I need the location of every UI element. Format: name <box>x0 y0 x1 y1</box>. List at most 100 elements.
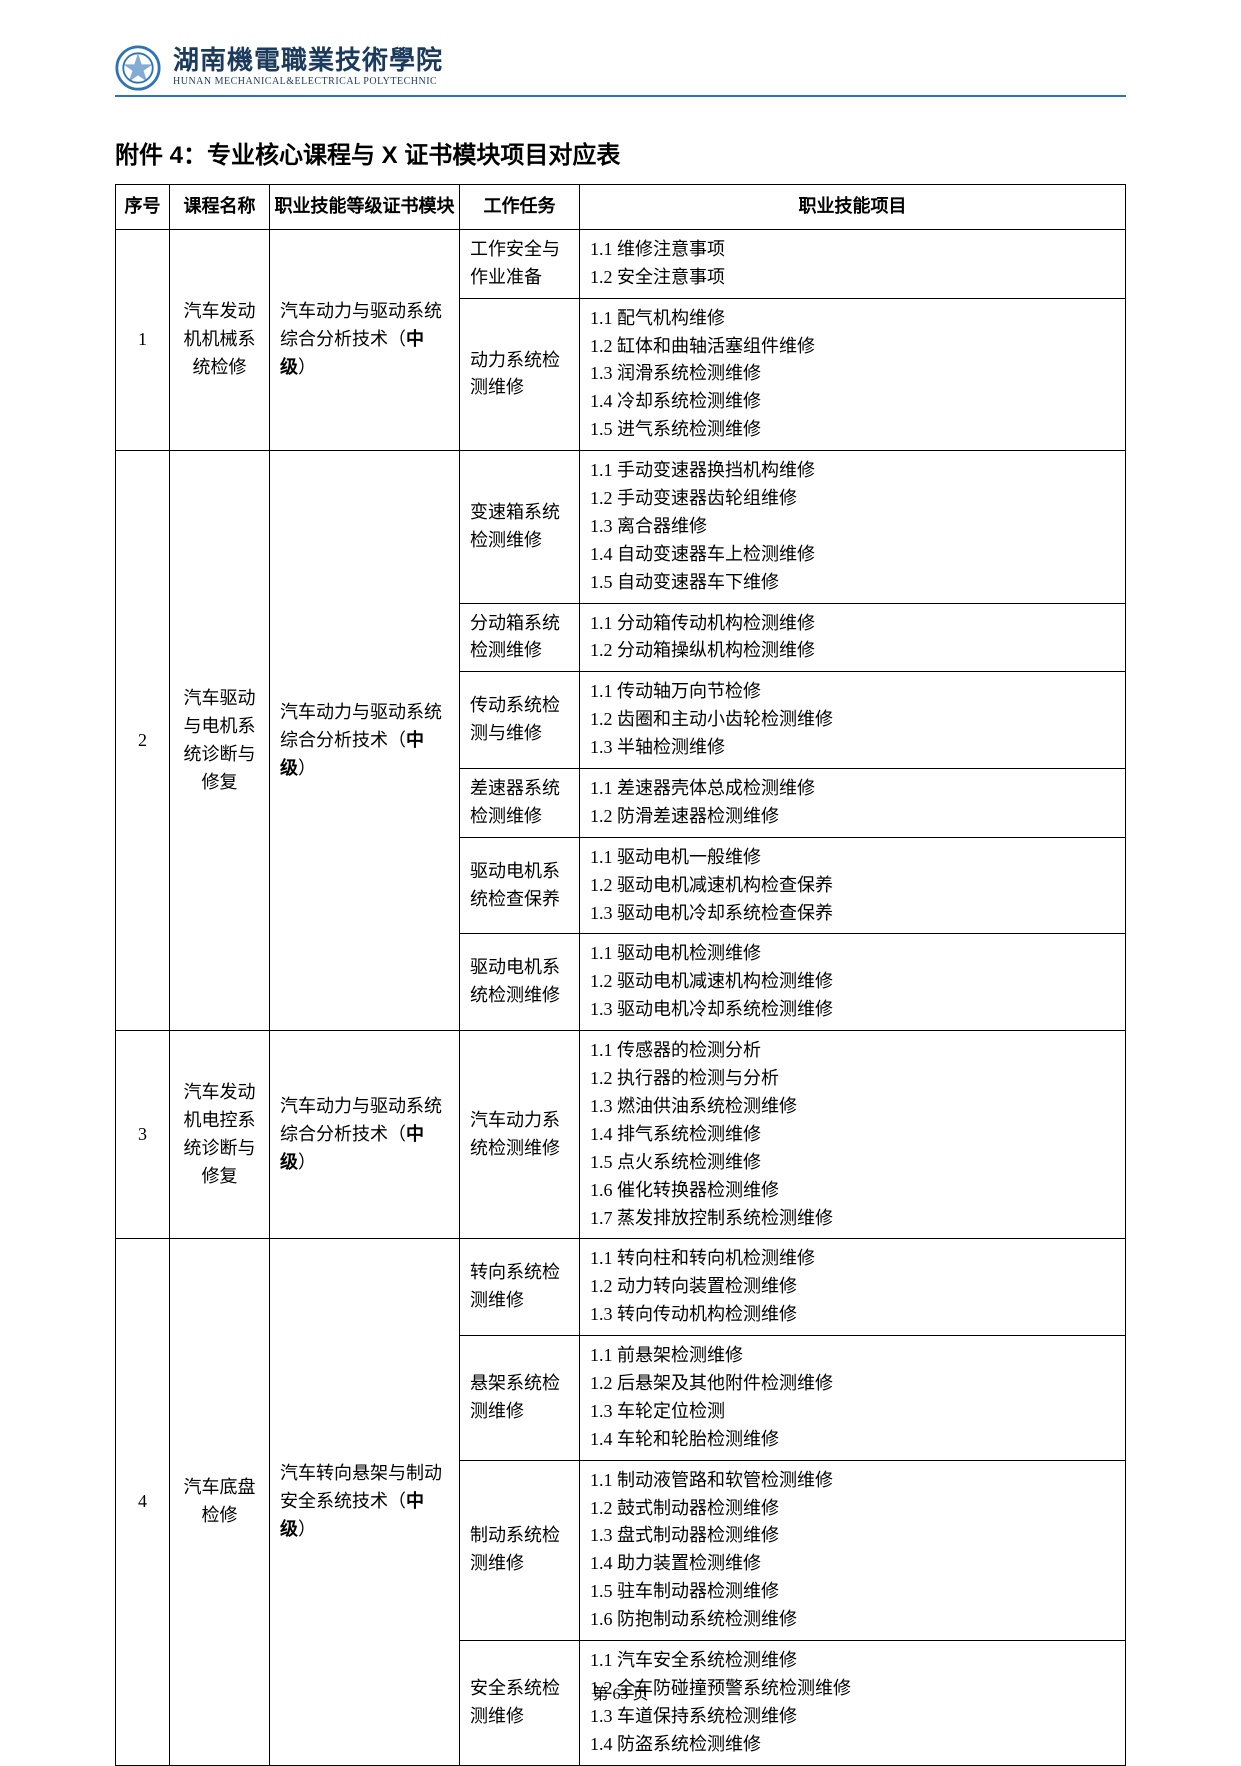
skill-item: 1.1 配气机构维修 <box>590 305 1117 333</box>
skill-item: 1.3 润滑系统检测维修 <box>590 360 1117 388</box>
skill-item: 1.2 鼓式制动器检测维修 <box>590 1495 1117 1523</box>
school-name-en: HUNAN MECHANICAL&ELECTRICAL POLYTECHNIC <box>173 76 443 88</box>
skill-item: 1.1 手动变速器换挡机构维修 <box>590 457 1117 485</box>
cell-skill: 1.1 驱动电机一般维修1.2 驱动电机减速机构检查保养1.3 驱动电机冷却系统… <box>580 837 1126 934</box>
cell-task: 悬架系统检测维修 <box>460 1336 580 1461</box>
cell-seq: 1 <box>116 229 170 450</box>
skill-item: 1.2 安全注意事项 <box>590 264 1117 292</box>
cell-task: 传动系统检测与维修 <box>460 672 580 769</box>
skill-item: 1.3 离合器维修 <box>590 513 1117 541</box>
cell-task: 变速箱系统检测维修 <box>460 451 580 603</box>
skill-item: 1.1 分动箱传动机构检测维修 <box>590 610 1117 638</box>
cell-skill: 1.1 转向柱和转向机检测维修1.2 动力转向装置检测维修1.3 转向传动机构检… <box>580 1239 1126 1336</box>
skill-item: 1.2 缸体和曲轴活塞组件维修 <box>590 333 1117 361</box>
skill-item: 1.4 车轮和轮胎检测维修 <box>590 1426 1117 1454</box>
skill-item: 1.5 驻车制动器检测维修 <box>590 1578 1117 1606</box>
skill-item: 1.2 执行器的检测与分析 <box>590 1065 1117 1093</box>
cell-task: 动力系统检测维修 <box>460 298 580 450</box>
page-header: 湖南機電職業技術學院 HUNAN MECHANICAL&ELECTRICAL P… <box>115 45 1126 97</box>
cell-skill: 1.1 传动轴万向节检修1.2 齿圈和主动小齿轮检测维修1.3 半轴检测维修 <box>580 672 1126 769</box>
school-name-cn: 湖南機電職業技術學院 <box>173 48 443 74</box>
page-title: 附件 4：专业核心课程与 X 证书模块项目对应表 <box>115 135 1126 170</box>
skill-item: 1.3 车道保持系统检测维修 <box>590 1703 1117 1731</box>
cell-skill: 1.1 前悬架检测维修1.2 后悬架及其他附件检测维修1.3 车轮定位检测1.4… <box>580 1336 1126 1461</box>
skill-item: 1.2 后悬架及其他附件检测维修 <box>590 1370 1117 1398</box>
skill-item: 1.5 点火系统检测维修 <box>590 1149 1117 1177</box>
skill-item: 1.3 盘式制动器检测维修 <box>590 1522 1117 1550</box>
cell-skill: 1.1 传感器的检测分析1.2 执行器的检测与分析1.3 燃油供油系统检测维修1… <box>580 1031 1126 1239</box>
skill-item: 1.3 驱动电机冷却系统检测维修 <box>590 996 1117 1024</box>
cell-cert: 汽车动力与驱动系统综合分析技术（中级） <box>270 229 460 450</box>
skill-item: 1.7 蒸发排放控制系统检测维修 <box>590 1205 1117 1233</box>
cell-task: 驱动电机系统检测维修 <box>460 934 580 1031</box>
cell-skill: 1.1 分动箱传动机构检测维修1.2 分动箱操纵机构检测维修 <box>580 603 1126 672</box>
table-row: 1汽车发动机机械系统检修汽车动力与驱动系统综合分析技术（中级）工作安全与作业准备… <box>116 229 1126 298</box>
title-text: 专业核心课程与 X 证书模块项目对应表 <box>207 142 620 169</box>
cell-course: 汽车发动机机械系统检修 <box>170 229 270 450</box>
title-prefix: 附件 4： <box>115 142 207 169</box>
skill-item: 1.4 自动变速器车上检测维修 <box>590 541 1117 569</box>
skill-item: 1.3 燃油供油系统检测维修 <box>590 1093 1117 1121</box>
cell-course: 汽车发动机电控系统诊断与修复 <box>170 1031 270 1239</box>
skill-item: 1.4 防盗系统检测维修 <box>590 1731 1117 1759</box>
col-task: 工作任务 <box>460 185 580 230</box>
col-course: 课程名称 <box>170 185 270 230</box>
skill-item: 1.2 动力转向装置检测维修 <box>590 1273 1117 1301</box>
skill-item: 1.3 驱动电机冷却系统检查保养 <box>590 900 1117 928</box>
table-row: 2汽车驱动与电机系统诊断与修复汽车动力与驱动系统综合分析技术（中级）变速箱系统检… <box>116 451 1126 603</box>
skill-item: 1.1 汽车安全系统检测维修 <box>590 1647 1117 1675</box>
cell-task: 制动系统检测维修 <box>460 1460 580 1640</box>
cell-cert: 汽车动力与驱动系统综合分析技术（中级） <box>270 451 460 1031</box>
cell-cert: 汽车动力与驱动系统综合分析技术（中级） <box>270 1031 460 1239</box>
page-footer: 第 63 页 <box>0 1680 1241 1704</box>
cell-skill: 1.1 差速器壳体总成检测维修1.2 防滑差速器检测维修 <box>580 769 1126 838</box>
skill-item: 1.3 车轮定位检测 <box>590 1398 1117 1426</box>
table-row: 4汽车底盘检修汽车转向悬架与制动安全系统技术（中级）转向系统检测维修1.1 转向… <box>116 1239 1126 1336</box>
skill-item: 1.2 驱动电机减速机构检查保养 <box>590 872 1117 900</box>
cell-course: 汽车驱动与电机系统诊断与修复 <box>170 451 270 1031</box>
skill-item: 1.1 维修注意事项 <box>590 236 1117 264</box>
skill-item: 1.2 防滑差速器检测维修 <box>590 803 1117 831</box>
col-seq: 序号 <box>116 185 170 230</box>
skill-item: 1.1 前悬架检测维修 <box>590 1342 1117 1370</box>
skill-item: 1.4 助力装置检测维修 <box>590 1550 1117 1578</box>
skill-item: 1.2 齿圈和主动小齿轮检测维修 <box>590 706 1117 734</box>
skill-item: 1.5 自动变速器车下维修 <box>590 569 1117 597</box>
skill-item: 1.1 传感器的检测分析 <box>590 1037 1117 1065</box>
skill-item: 1.5 进气系统检测维修 <box>590 416 1117 444</box>
skill-item: 1.6 催化转换器检测维修 <box>590 1177 1117 1205</box>
col-cert: 职业技能等级证书模块 <box>270 185 460 230</box>
skill-item: 1.1 制动液管路和软管检测维修 <box>590 1467 1117 1495</box>
table-row: 3汽车发动机电控系统诊断与修复汽车动力与驱动系统综合分析技术（中级）汽车动力系统… <box>116 1031 1126 1239</box>
skill-item: 1.1 差速器壳体总成检测维修 <box>590 775 1117 803</box>
col-skill: 职业技能项目 <box>580 185 1126 230</box>
cell-seq: 3 <box>116 1031 170 1239</box>
skill-item: 1.1 转向柱和转向机检测维修 <box>590 1245 1117 1273</box>
skill-item: 1.3 转向传动机构检测维修 <box>590 1301 1117 1329</box>
cell-skill: 1.1 配气机构维修1.2 缸体和曲轴活塞组件维修1.3 润滑系统检测维修1.4… <box>580 298 1126 450</box>
skill-item: 1.4 冷却系统检测维修 <box>590 388 1117 416</box>
skill-item: 1.2 手动变速器齿轮组维修 <box>590 485 1117 513</box>
table-header-row: 序号 课程名称 职业技能等级证书模块 工作任务 职业技能项目 <box>116 185 1126 230</box>
skill-item: 1.4 排气系统检测维修 <box>590 1121 1117 1149</box>
cell-skill: 1.1 驱动电机检测维修1.2 驱动电机减速机构检测维修1.3 驱动电机冷却系统… <box>580 934 1126 1031</box>
skill-item: 1.6 防抱制动系统检测维修 <box>590 1606 1117 1634</box>
cell-skill: 1.1 手动变速器换挡机构维修1.2 手动变速器齿轮组维修1.3 离合器维修1.… <box>580 451 1126 603</box>
cell-task: 差速器系统检测维修 <box>460 769 580 838</box>
cell-skill: 1.1 维修注意事项1.2 安全注意事项 <box>580 229 1126 298</box>
course-cert-table: 序号 课程名称 职业技能等级证书模块 工作任务 职业技能项目 1汽车发动机机械系… <box>115 184 1126 1766</box>
cell-task: 工作安全与作业准备 <box>460 229 580 298</box>
cell-task: 转向系统检测维修 <box>460 1239 580 1336</box>
skill-item: 1.1 驱动电机一般维修 <box>590 844 1117 872</box>
cell-skill: 1.1 制动液管路和软管检测维修1.2 鼓式制动器检测维修1.3 盘式制动器检测… <box>580 1460 1126 1640</box>
cell-task: 分动箱系统检测维修 <box>460 603 580 672</box>
cell-task: 驱动电机系统检查保养 <box>460 837 580 934</box>
school-logo-icon <box>115 45 161 91</box>
skill-item: 1.2 驱动电机减速机构检测维修 <box>590 968 1117 996</box>
skill-item: 1.3 半轴检测维修 <box>590 734 1117 762</box>
skill-item: 1.1 驱动电机检测维修 <box>590 940 1117 968</box>
cell-task: 汽车动力系统检测维修 <box>460 1031 580 1239</box>
cell-seq: 2 <box>116 451 170 1031</box>
skill-item: 1.1 传动轴万向节检修 <box>590 678 1117 706</box>
skill-item: 1.2 分动箱操纵机构检测维修 <box>590 637 1117 665</box>
